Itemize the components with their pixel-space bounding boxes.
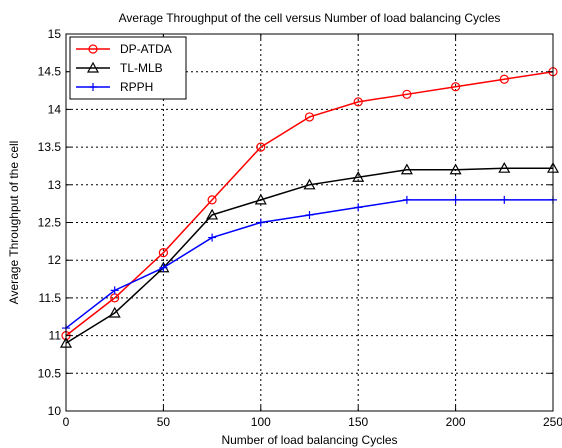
legend-label: RPPH: [120, 80, 153, 94]
y-tick-label: 11.5: [39, 291, 62, 305]
data-point-dp-atda: [158, 248, 168, 258]
legend-marker: [89, 83, 97, 91]
x-tick-label: 0: [63, 415, 70, 429]
data-point-tl-mlb: [449, 163, 462, 175]
y-tick-label: 10.5: [38, 366, 62, 380]
x-tick-label: 100: [251, 415, 271, 429]
data-point-tl-mlb: [400, 163, 413, 175]
data-point-tl-mlb: [206, 208, 219, 220]
y-tick-label: 10: [48, 404, 62, 418]
data-point-dp-atda: [304, 112, 315, 122]
data-point-tl-mlb: [498, 161, 511, 173]
legend-item-dp-atda: DP-ATDA: [76, 42, 172, 56]
series-layer: [59, 67, 560, 348]
data-point-rpph: [159, 263, 168, 272]
legend-marker: [86, 61, 100, 73]
data-point-dp-atda: [353, 97, 363, 107]
data-point-tl-mlb: [254, 193, 267, 205]
legend-label: DP-ATDA: [120, 42, 172, 56]
data-point-rpph: [256, 218, 265, 227]
legend: DP-ATDA TL-MLB RPPH: [69, 36, 187, 100]
x-tick-labels: 0 50 100 150 200 250: [63, 415, 562, 429]
data-point-rpph: [451, 195, 460, 204]
y-tick-label: 14: [48, 102, 62, 116]
data-point-tl-mlb: [303, 178, 316, 190]
data-point-dp-atda: [207, 195, 217, 205]
y-tick-label: 11: [49, 329, 62, 343]
data-point-dp-atda: [402, 89, 412, 99]
chart-title: Average Throughput of the cell versus Nu…: [119, 11, 501, 25]
y-tick-label: 12: [48, 253, 62, 267]
x-tick-label: 250: [543, 415, 562, 429]
x-tick-label: 150: [348, 415, 368, 429]
data-point-rpph: [110, 286, 119, 295]
data-point-rpph: [208, 233, 217, 242]
series-line-tl-mlb: [65, 167, 553, 344]
data-point-dp-atda: [256, 142, 266, 152]
series-tl-mlb: [59, 161, 560, 348]
series-rpph: [62, 195, 557, 333]
x-tick-label: 50: [157, 415, 171, 429]
legend-item-rpph: RPPH: [76, 80, 153, 94]
data-point-rpph: [402, 195, 411, 204]
data-point-rpph: [500, 195, 509, 204]
data-point-rpph: [354, 203, 363, 212]
y-tick-label: 13.5: [38, 140, 62, 154]
y-axis-label: Average Throughput of the cell: [7, 141, 21, 305]
y-tick-labels: 10 10.5 11 11.5 12 12.5 13 13.5 14 14.5 15: [38, 27, 62, 418]
data-point-dp-atda: [451, 82, 461, 92]
legend-item-tl-mlb: TL-MLB: [76, 61, 163, 75]
x-tick-label: 200: [446, 415, 466, 429]
legend-label: TL-MLB: [120, 61, 163, 75]
legend-items: DP-ATDA TL-MLB RPPH: [76, 42, 172, 94]
data-point-tl-mlb: [352, 171, 365, 182]
legend-marker: [88, 44, 98, 54]
y-tick-label: 14.5: [38, 65, 62, 79]
data-point-tl-mlb: [108, 306, 121, 318]
y-tick-label: 15: [48, 27, 62, 41]
data-point-dp-atda: [499, 74, 509, 84]
y-tick-label: 13: [48, 178, 62, 192]
x-axis-label: Number of load balancing Cycles: [221, 433, 397, 447]
y-tick-label: 12.5: [38, 216, 62, 230]
data-point-rpph: [305, 210, 314, 219]
series-line-dp-atda: [65, 70, 554, 337]
